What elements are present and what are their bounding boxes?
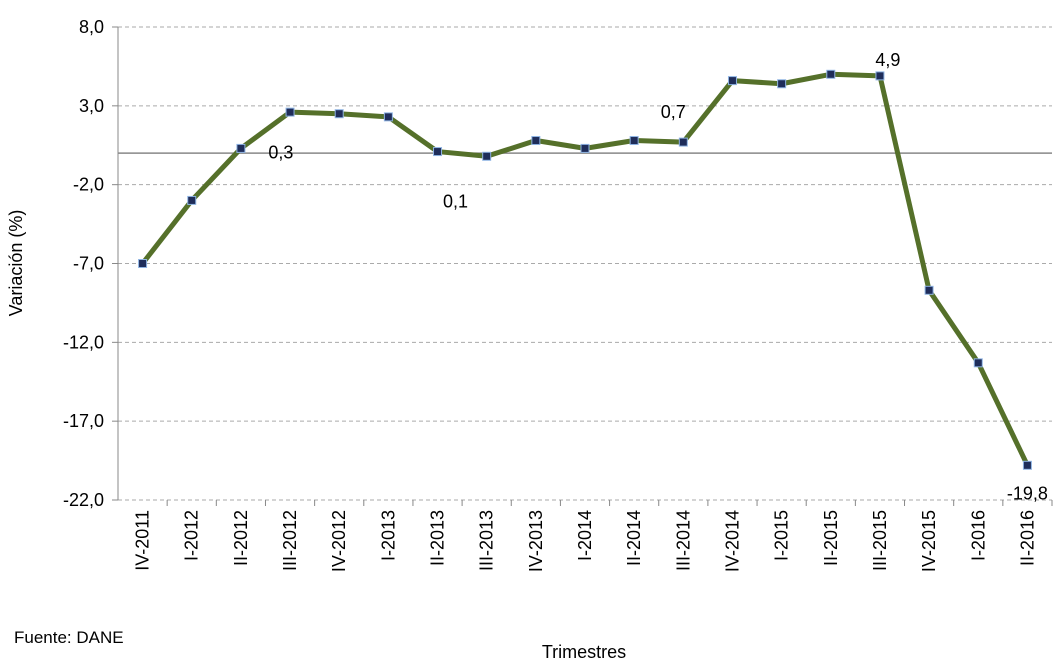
y-tick-label: -7,0 (73, 254, 104, 274)
y-tick-label: 3,0 (79, 96, 104, 116)
x-tick-label: II-2015 (821, 510, 841, 566)
data-label: 0,7 (661, 102, 686, 122)
point-marker (433, 147, 443, 157)
x-tick-label: III-2014 (673, 510, 693, 571)
y-tick-label: -2,0 (73, 175, 104, 195)
point-marker (678, 137, 688, 147)
x-tick-label: I-2012 (182, 510, 202, 561)
x-tick-label: III-2015 (870, 510, 890, 571)
point-marker (383, 112, 393, 122)
y-axis-title: Variación (%) (6, 210, 26, 317)
point-marker (236, 143, 246, 153)
point-marker (826, 69, 836, 79)
data-label: -19,8 (1007, 483, 1048, 503)
x-tick-label: IV-2011 (133, 510, 153, 571)
point-marker (187, 195, 197, 205)
y-tick-label: -12,0 (63, 332, 104, 352)
x-tick-label: II-2012 (231, 510, 251, 566)
x-tick-label: II-2013 (428, 510, 448, 566)
x-tick-label: I-2016 (968, 510, 988, 561)
x-tick-label: I-2014 (575, 510, 595, 561)
point-marker (875, 71, 885, 81)
data-label: 4,9 (875, 50, 900, 70)
point-marker (285, 107, 295, 117)
point-marker (777, 79, 787, 89)
data-line (140, 71, 1030, 467)
x-tick-label: I-2013 (378, 510, 398, 561)
point-marker (138, 259, 148, 268)
y-tick-label: -17,0 (63, 411, 104, 431)
point-marker (1022, 460, 1032, 470)
point-marker (629, 136, 639, 146)
x-tick-label: II-2016 (1017, 510, 1037, 566)
point-marker (973, 358, 983, 368)
data-label: 0,3 (268, 142, 293, 162)
x-tick-label: III-2013 (477, 510, 497, 571)
point-marker (580, 143, 590, 153)
point-marker (727, 76, 737, 86)
x-tick-label: IV-2012 (329, 510, 349, 572)
source-note: Fuente: DANE (14, 628, 124, 647)
x-tick-label: IV-2015 (919, 510, 939, 572)
x-tick-label: II-2014 (624, 510, 644, 566)
y-tick-label: -22,0 (63, 490, 104, 510)
data-label: 0,1 (443, 192, 468, 212)
point-marker (531, 136, 541, 146)
point-marker (334, 109, 344, 119)
x-axis-title: Trimestres (542, 642, 626, 662)
x-tick-label: III-2012 (280, 510, 300, 571)
y-tick-label: 8,0 (79, 17, 104, 37)
x-tick-label: IV-2013 (526, 510, 546, 572)
point-marker (482, 151, 492, 161)
x-tick-label: I-2015 (772, 510, 792, 561)
point-marker (924, 285, 934, 295)
x-tick-label: IV-2014 (722, 510, 742, 572)
